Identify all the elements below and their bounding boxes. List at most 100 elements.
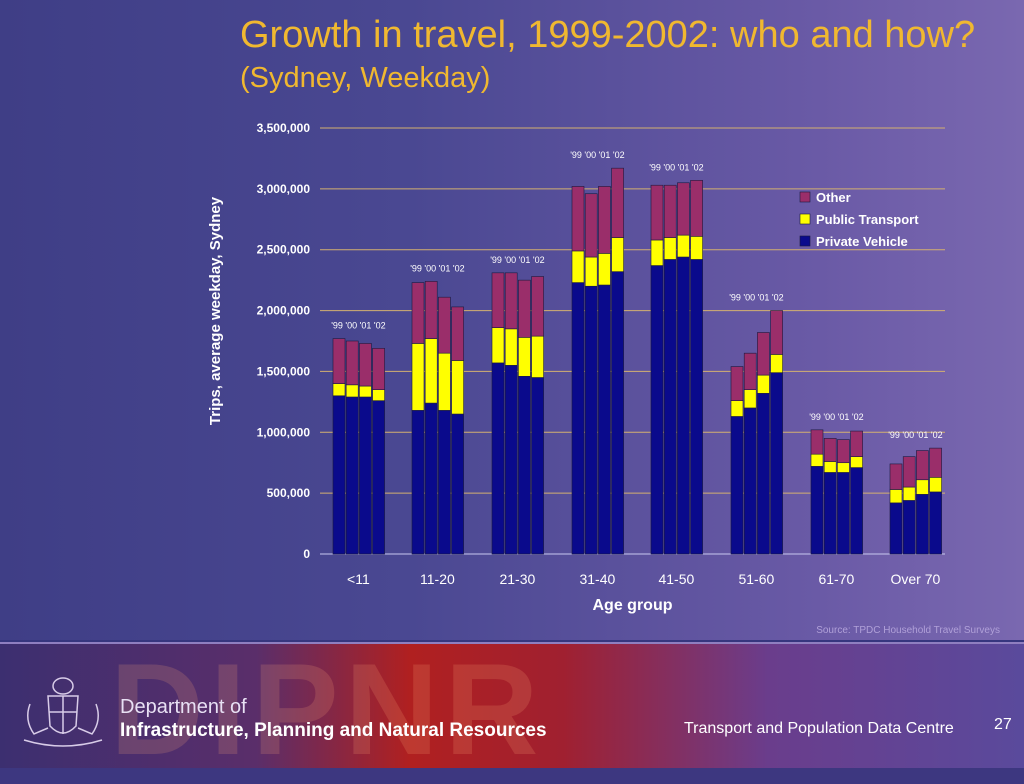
bar-segment	[650, 265, 664, 555]
legend-entry: Public Transport	[816, 212, 919, 227]
stacked-bar-chart: 0 500,000 1,000,000 1,500,000 2,000,000 2,500…	[257, 121, 945, 587]
x-tick-label: 61-70	[818, 571, 854, 587]
bar-segment	[730, 366, 744, 401]
bar-segment	[571, 186, 585, 252]
bar-segment	[757, 393, 770, 555]
bar-segment	[584, 193, 598, 258]
bar-segment	[823, 461, 837, 473]
bar-segment	[345, 396, 359, 555]
bar-segment	[690, 259, 703, 555]
bar-segment	[837, 462, 850, 473]
bar-segment	[810, 453, 824, 467]
bar-segment	[332, 338, 346, 384]
bar-segment	[611, 167, 624, 238]
bar-segment	[929, 491, 942, 555]
bar-segment	[451, 306, 464, 361]
bar-segment	[730, 400, 744, 417]
bar-segment	[518, 279, 531, 338]
year-labels: '99 '00 '01 '02	[729, 293, 783, 303]
bar-segment	[424, 281, 438, 339]
year-labels: '99 '00 '01 '02	[490, 255, 544, 265]
legend-entry: Other	[816, 190, 851, 205]
bar-segment	[837, 472, 850, 555]
bar-segment	[743, 407, 757, 555]
bar-segment	[690, 180, 703, 237]
bar-segment	[889, 502, 903, 555]
bar-segment	[584, 256, 598, 287]
x-tick-label: 31-40	[579, 571, 615, 587]
y-tick-label: 500,000	[267, 486, 311, 500]
bar-segment	[571, 250, 585, 283]
bar-segment	[810, 466, 824, 555]
bar-segment	[531, 377, 544, 555]
bar-segment	[902, 486, 916, 501]
bar-segment	[491, 327, 505, 364]
data-centre-name: Transport and Population Data Centre	[684, 720, 954, 737]
bar-segment	[411, 410, 425, 555]
bar-segment	[518, 375, 531, 555]
bar-segment	[504, 365, 518, 555]
legend-swatch	[799, 235, 811, 247]
y-tick-label: 1,000,000	[257, 425, 311, 439]
bar-segment	[531, 276, 544, 337]
bar-segment	[677, 182, 690, 236]
bar-segment	[916, 450, 929, 481]
x-tick-label: 51-60	[738, 571, 774, 587]
legend-swatch	[799, 191, 811, 203]
x-tick-label: 21-30	[499, 571, 535, 587]
bar-segment	[690, 236, 703, 260]
bar-segment	[372, 348, 385, 390]
year-labels: '99 '00 '01 '02	[809, 412, 863, 422]
bar-segment	[611, 237, 624, 272]
bar-segment	[584, 285, 598, 555]
year-labels: '99 '00 '01 '02	[649, 162, 703, 172]
bar-segment	[663, 237, 677, 260]
bar-segment	[451, 413, 464, 555]
bar-segment	[837, 439, 850, 464]
bar-segment	[770, 372, 783, 555]
slide-title: Growth in travel, 1999-2002: who and how…	[240, 14, 976, 56]
bar-segment	[491, 272, 505, 328]
bar-segment	[372, 400, 385, 555]
bar-segment	[611, 271, 624, 555]
y-tick-label: 3,000,000	[257, 182, 311, 196]
page-number: 27	[994, 716, 1012, 733]
bar-segment	[730, 416, 744, 555]
department-line-2: Infrastructure, Planning and Natural Res…	[120, 720, 547, 741]
bar-segment	[889, 463, 903, 490]
legend-swatch	[799, 213, 811, 225]
footer-bar: DIPNR Department of Infrastructure, Plan…	[0, 636, 1024, 782]
bar-segment	[504, 328, 518, 366]
bar-segment	[823, 472, 837, 555]
x-tick-label: <11	[347, 571, 370, 587]
bar-segment	[770, 354, 783, 373]
bar-segment	[571, 282, 585, 555]
y-tick-label: 3,500,000	[257, 121, 311, 135]
year-labels: '99 '00 '01 '02	[331, 321, 385, 331]
bar-segment	[850, 467, 863, 555]
bar-segment	[598, 284, 611, 555]
bar-segment	[823, 438, 837, 462]
year-labels: '99 '00 '01 '02	[410, 263, 464, 273]
bar-segment	[359, 396, 372, 555]
bar-segment	[810, 429, 824, 455]
bar-segment	[531, 335, 544, 378]
y-tick-label: 2,000,000	[257, 304, 311, 318]
bar-segment	[598, 186, 611, 254]
x-tick-label: 11-20	[420, 571, 455, 587]
bar-segment	[902, 456, 916, 488]
year-labels: '99 '00 '01 '02	[570, 150, 624, 160]
bar-segment	[424, 402, 438, 555]
bar-segment	[743, 352, 757, 390]
bar-segment	[332, 383, 346, 397]
year-labels: '99 '00 '01 '02	[888, 430, 942, 440]
bar-segment	[598, 253, 611, 286]
legend-entry: Private Vehicle	[816, 234, 908, 249]
bar-segment	[451, 360, 464, 415]
bar-segment	[929, 477, 942, 493]
bar-segment	[663, 259, 677, 555]
bar-segment	[916, 494, 929, 555]
bar-segment	[359, 343, 372, 387]
bar-segment	[345, 384, 359, 398]
x-tick-label: Over 70	[890, 571, 940, 587]
